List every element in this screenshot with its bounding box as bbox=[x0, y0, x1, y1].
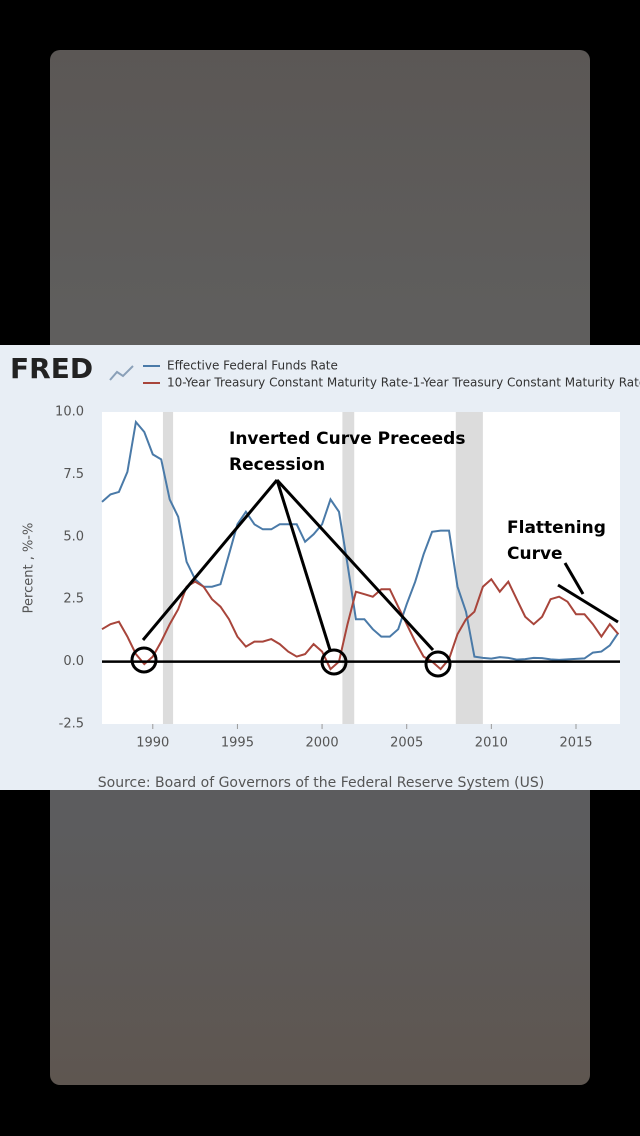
legend-label: Effective Federal Funds Rate bbox=[167, 359, 338, 373]
y-tick-label: 5.0 bbox=[63, 529, 84, 544]
x-tick-label: 2015 bbox=[559, 736, 592, 751]
y-tick-label: 2.5 bbox=[63, 592, 84, 607]
x-tick-label: 1990 bbox=[136, 736, 169, 751]
annotation: Flattening bbox=[507, 518, 606, 538]
y-tick-label: 10.0 bbox=[55, 405, 84, 420]
annotation: Curve bbox=[507, 544, 563, 564]
annotation: Recession bbox=[229, 455, 325, 475]
y-axis-label: Percent , %-% bbox=[22, 523, 37, 614]
x-tick-label: 1995 bbox=[221, 736, 254, 751]
x-tick-label: 2000 bbox=[306, 736, 339, 751]
source-note: Source: Board of Governors of the Federa… bbox=[98, 775, 544, 791]
x-tick-label: 2005 bbox=[390, 736, 423, 751]
x-tick-label: 2010 bbox=[475, 736, 508, 751]
y-tick-label: 0.0 bbox=[63, 654, 84, 669]
logo-icon bbox=[109, 365, 134, 381]
plot-area bbox=[102, 412, 620, 724]
recession-band bbox=[162, 412, 174, 724]
plot-layer bbox=[101, 412, 620, 724]
y-tick-label: -2.5 bbox=[59, 717, 84, 732]
series-line bbox=[101, 419, 620, 661]
legend-label: 10-Year Treasury Constant Maturity Rate-… bbox=[167, 376, 640, 390]
recession-band bbox=[455, 412, 483, 724]
y-tick-label: 7.5 bbox=[63, 467, 84, 482]
logo: FRED bbox=[10, 352, 93, 385]
annotation: Inverted Curve Preceeds bbox=[229, 429, 465, 449]
